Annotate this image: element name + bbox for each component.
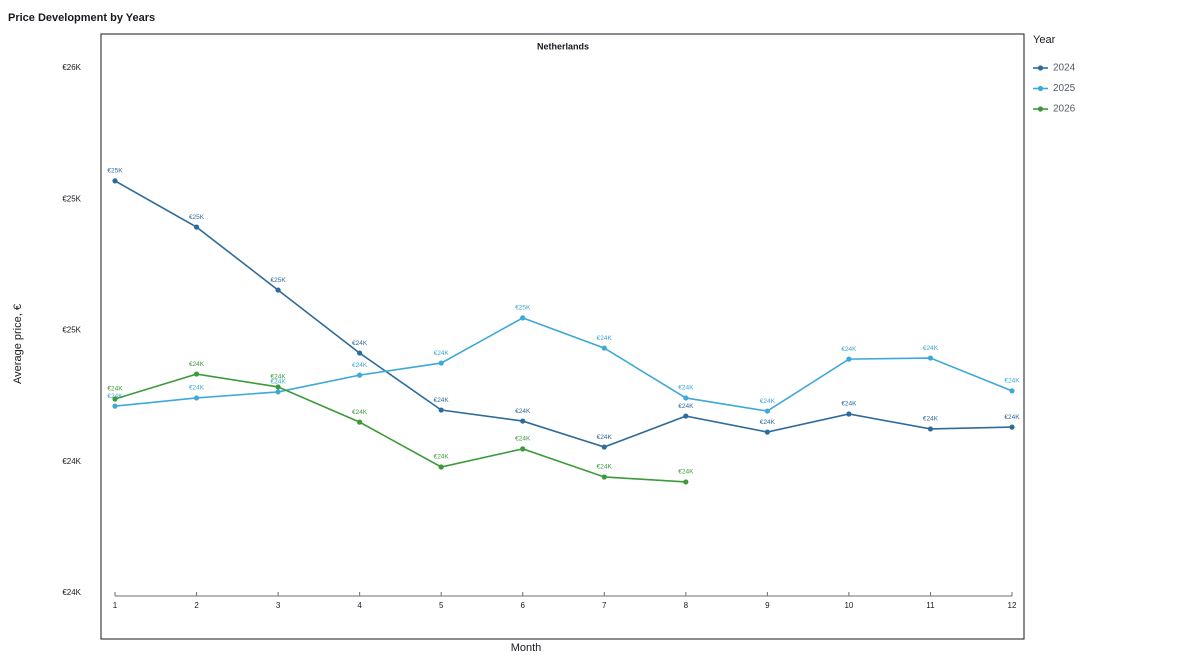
data-point bbox=[357, 419, 363, 425]
data-label: €24K bbox=[841, 346, 857, 353]
data-label: €24K bbox=[434, 350, 450, 357]
legend-marker bbox=[1037, 85, 1044, 92]
legend-marker bbox=[1037, 65, 1044, 71]
y-tick-label: €25K bbox=[62, 326, 81, 335]
data-point bbox=[764, 429, 770, 435]
chart-title: Price Development by Years bbox=[8, 12, 155, 24]
data-point bbox=[193, 395, 200, 401]
data-point bbox=[764, 408, 770, 414]
data-point bbox=[520, 315, 526, 321]
data-label: €24K bbox=[841, 401, 857, 408]
data-label: €24K bbox=[107, 393, 123, 400]
data-point bbox=[846, 356, 852, 362]
series-line bbox=[114, 317, 1013, 412]
data-point bbox=[683, 413, 689, 419]
legend-marker bbox=[1037, 106, 1044, 112]
y-tick-label: €24K bbox=[62, 588, 81, 597]
data-point bbox=[601, 444, 607, 450]
data-point bbox=[112, 396, 118, 402]
data-point bbox=[275, 287, 281, 293]
data-point bbox=[520, 418, 526, 424]
data-point bbox=[601, 474, 607, 480]
x-tick-label: 12 bbox=[1008, 601, 1017, 610]
data-label: €24K bbox=[270, 374, 286, 381]
data-point bbox=[846, 411, 852, 417]
data-label: €24K bbox=[189, 385, 205, 392]
data-point bbox=[927, 426, 934, 432]
data-label: €24K bbox=[678, 403, 694, 410]
data-label: €24K bbox=[923, 416, 939, 423]
data-label: €24K bbox=[760, 398, 776, 405]
data-label: €24K bbox=[678, 469, 694, 476]
x-tick-label: 6 bbox=[521, 601, 526, 610]
data-point bbox=[275, 384, 281, 390]
data-label: €24K bbox=[515, 436, 531, 443]
data-point bbox=[357, 350, 363, 356]
plot-frame bbox=[100, 33, 1025, 640]
y-tick-label: €25K bbox=[62, 194, 81, 203]
data-point bbox=[438, 360, 444, 366]
data-point bbox=[1009, 388, 1015, 394]
data-label: €24K bbox=[1004, 378, 1020, 385]
data-point bbox=[601, 345, 607, 351]
data-point bbox=[683, 479, 689, 485]
data-label: €24K bbox=[270, 379, 286, 386]
data-label: €24K bbox=[597, 464, 613, 471]
data-point bbox=[438, 407, 444, 413]
legend-label: 2026 bbox=[1053, 104, 1076, 115]
x-tick-label: 3 bbox=[276, 601, 281, 610]
data-label: €24K bbox=[352, 409, 368, 416]
x-tick-label: 11 bbox=[926, 601, 935, 610]
data-point bbox=[927, 355, 934, 361]
data-label: €24K bbox=[434, 454, 450, 461]
data-point bbox=[193, 224, 200, 230]
data-label: €24K bbox=[107, 386, 123, 393]
data-label: €24K bbox=[597, 434, 613, 441]
x-tick-label: 9 bbox=[765, 601, 770, 610]
y-axis-label: Average price, € bbox=[12, 304, 24, 384]
chart-subtitle: Netherlands bbox=[537, 41, 589, 51]
data-point bbox=[357, 372, 363, 378]
x-tick-label: 10 bbox=[844, 601, 853, 610]
data-point bbox=[112, 403, 118, 409]
legend-label: 2024 bbox=[1053, 63, 1076, 74]
x-tick-label: 2 bbox=[194, 601, 199, 610]
data-label: €24K bbox=[678, 385, 694, 392]
series-line bbox=[114, 180, 1013, 448]
y-tick-label: €26K bbox=[62, 63, 81, 72]
data-label: €25K bbox=[515, 305, 531, 312]
data-label: €24K bbox=[515, 408, 531, 415]
data-label: €24K bbox=[923, 345, 939, 352]
data-point bbox=[438, 464, 444, 470]
x-tick-label: 5 bbox=[439, 601, 444, 610]
x-axis-label: Month bbox=[511, 642, 542, 654]
data-point bbox=[112, 178, 118, 184]
data-point bbox=[193, 371, 200, 377]
data-label: €24K bbox=[597, 335, 613, 342]
data-label: €24K bbox=[352, 362, 368, 369]
y-tick-label: €24K bbox=[62, 457, 81, 466]
x-tick-label: 4 bbox=[357, 601, 362, 610]
legend-title: Year bbox=[1033, 34, 1056, 46]
x-tick-label: 7 bbox=[602, 601, 607, 610]
data-point bbox=[275, 389, 281, 395]
data-label: €24K bbox=[1004, 414, 1020, 421]
data-point bbox=[683, 395, 689, 401]
data-label: €24K bbox=[434, 397, 450, 404]
series-line bbox=[114, 373, 686, 483]
data-label: €24K bbox=[189, 361, 205, 368]
data-label: €25K bbox=[107, 168, 123, 175]
data-point bbox=[520, 446, 526, 452]
x-tick-label: 1 bbox=[113, 601, 118, 610]
data-label: €24K bbox=[760, 419, 776, 426]
data-label: €25K bbox=[189, 214, 205, 221]
x-tick-label: 8 bbox=[684, 601, 689, 610]
data-label: €24K bbox=[352, 340, 368, 347]
data-point bbox=[1009, 424, 1015, 430]
data-label: €25K bbox=[270, 277, 286, 284]
legend-label: 2025 bbox=[1053, 83, 1076, 94]
